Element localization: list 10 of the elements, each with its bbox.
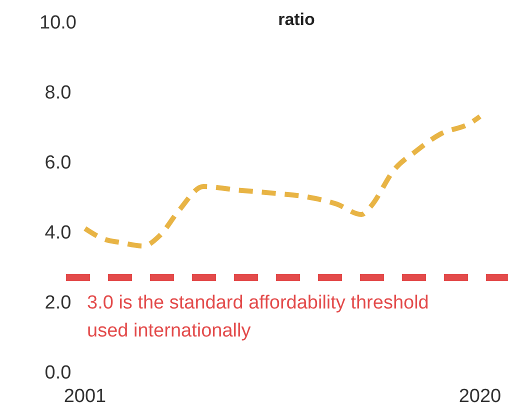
ref-line-label: 3.0 is the standard affordability threshold used internationally [87,292,429,342]
y-tick-label: 10.0 [40,12,76,34]
y-tick-label: 2.0 [44,292,72,314]
x-tick-label: 2020 [458,386,502,407]
x-tick-label: 2001 [64,386,106,407]
y-tick-label: 8.0 [44,82,72,104]
y-tick-label: 0.0 [44,362,72,384]
y-tick-label: 4.0 [44,222,72,244]
y-tick-label: 6.0 [44,152,72,174]
chart-title: ratio [278,10,315,29]
